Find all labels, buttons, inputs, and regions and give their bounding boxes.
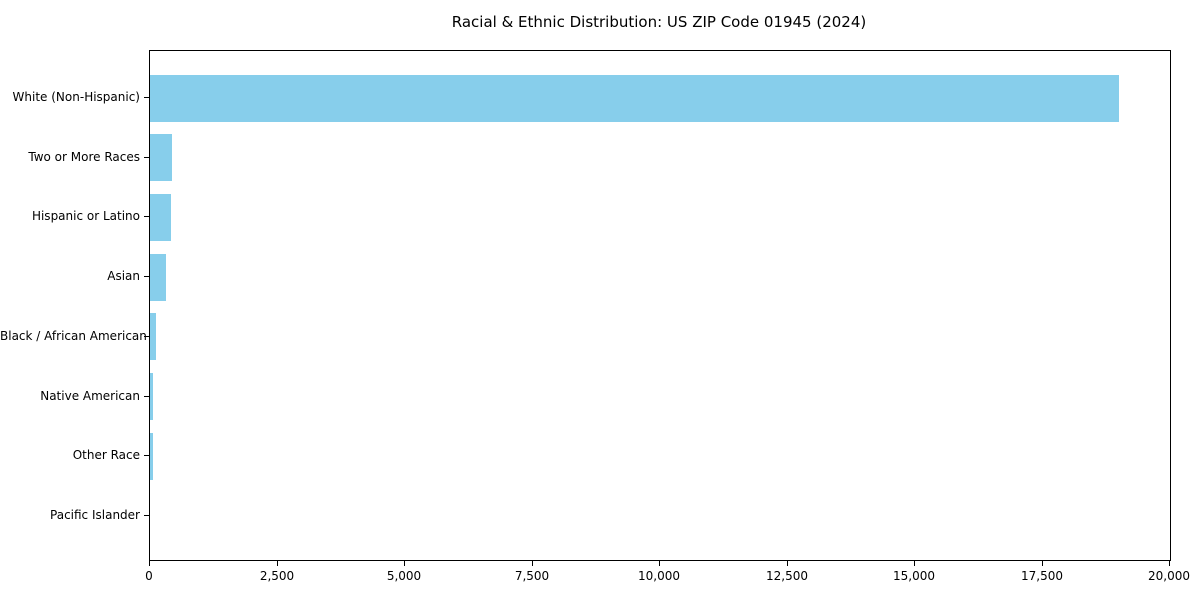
y-tick-mark (144, 276, 149, 277)
x-tick-mark (532, 561, 533, 566)
x-tick-mark (1042, 561, 1043, 566)
y-tick-mark (144, 97, 149, 98)
x-tick-label: 2,500 (259, 569, 295, 583)
bar-black-african-american (150, 313, 156, 361)
y-tick-mark (144, 157, 149, 158)
x-tick-mark (659, 561, 660, 566)
y-tick-label: Native American (40, 389, 140, 403)
y-tick-label: White (Non-Hispanic) (12, 90, 140, 104)
x-tick-mark (404, 561, 405, 566)
x-tick-label: 7,500 (514, 569, 550, 583)
bar-native-american (150, 373, 153, 421)
x-tick-mark (914, 561, 915, 566)
x-tick-mark (149, 561, 150, 566)
x-tick-label: 12,500 (766, 569, 808, 583)
plot-area (149, 50, 1171, 561)
y-tick-mark (144, 515, 149, 516)
chart-title: Racial & Ethnic Distribution: US ZIP Cod… (451, 13, 867, 31)
bar-hispanic-or-latino (150, 193, 171, 241)
bar-other-race (150, 432, 153, 480)
x-tick-label: 10,000 (638, 569, 680, 583)
x-tick-label: 20,000 (1148, 569, 1190, 583)
y-tick-label: Hispanic or Latino (31, 209, 140, 223)
bar-asian (150, 253, 166, 301)
x-tick-mark (277, 561, 278, 566)
x-tick-label: 0 (145, 569, 153, 583)
y-tick-label: Two or More Races (28, 150, 140, 164)
y-tick-label: Asian (107, 269, 140, 283)
x-tick-label: 17,500 (1021, 569, 1063, 583)
bar-white-non-hispanic (150, 74, 1119, 122)
bar-two-or-more-races (150, 134, 172, 182)
y-tick-mark (144, 396, 149, 397)
x-tick-mark (1169, 561, 1170, 566)
y-tick-mark (144, 336, 149, 337)
y-tick-mark (144, 455, 149, 456)
x-tick-label: 5,000 (386, 569, 422, 583)
y-tick-label: Black / African American (0, 329, 147, 343)
y-tick-label: Pacific Islander (50, 508, 140, 522)
x-tick-label: 15,000 (893, 569, 935, 583)
y-tick-mark (144, 216, 149, 217)
y-tick-label: Other Race (72, 448, 140, 462)
x-tick-mark (787, 561, 788, 566)
